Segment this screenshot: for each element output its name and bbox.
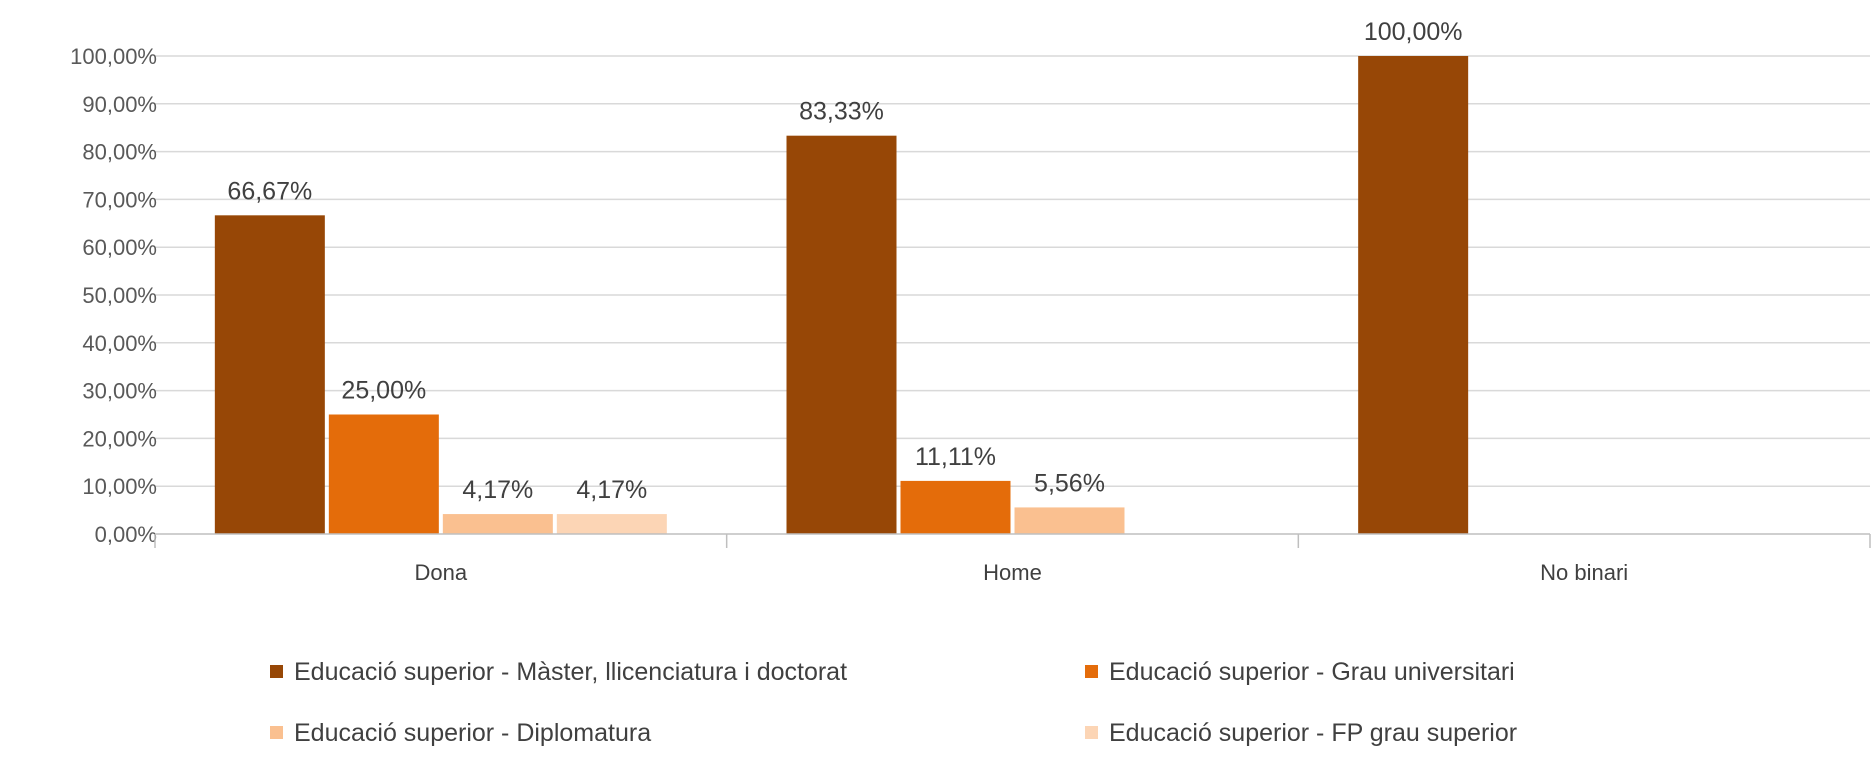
data-label: 4,17% bbox=[462, 476, 533, 504]
x-category-label: Home bbox=[983, 560, 1042, 585]
data-label: 100,00% bbox=[1364, 18, 1463, 46]
legend-label: Educació superior - Grau universitari bbox=[1109, 658, 1515, 686]
legend: Educació superior - Màster, llicenciatur… bbox=[270, 658, 1517, 747]
bar bbox=[1014, 507, 1125, 534]
legend-swatch bbox=[1085, 726, 1098, 739]
data-label: 66,67% bbox=[227, 177, 312, 205]
bar bbox=[556, 514, 667, 534]
data-label: 11,11% bbox=[915, 443, 996, 471]
data-label: 25,00% bbox=[341, 377, 426, 405]
bar bbox=[1358, 56, 1469, 534]
data-label: 5,56% bbox=[1034, 469, 1105, 497]
bar bbox=[786, 135, 897, 534]
bar bbox=[900, 480, 1011, 534]
legend-label: Educació superior - FP grau superior bbox=[1109, 719, 1517, 747]
legend-label: Educació superior - Diplomatura bbox=[294, 719, 651, 747]
y-tick-label: 20,00% bbox=[82, 426, 157, 451]
y-tick-label: 90,00% bbox=[82, 92, 157, 117]
y-tick-label: 10,00% bbox=[82, 474, 157, 499]
legend-swatch bbox=[270, 665, 283, 678]
y-tick-label: 60,00% bbox=[82, 235, 157, 260]
y-tick-label: 100,00% bbox=[70, 44, 157, 69]
bar bbox=[328, 414, 439, 534]
bar bbox=[442, 514, 553, 534]
bars bbox=[214, 56, 1469, 535]
y-axis-ticks: 0,00% 10,00% 20,00% 30,00% 40,00% 50,00% 60,00… bbox=[70, 44, 157, 547]
x-category-label: No binari bbox=[1540, 560, 1628, 585]
x-axis: Dona Home No binari bbox=[154, 533, 1871, 585]
data-label: 83,33% bbox=[799, 98, 884, 126]
x-category-label: Dona bbox=[415, 560, 468, 585]
y-tick-label: 0,00% bbox=[95, 522, 157, 547]
y-tick-label: 50,00% bbox=[82, 283, 157, 308]
data-labels: 66,67% 25,00% 4,17% 4,17% 83,33% 11,11% 5,56% 1… bbox=[227, 18, 1462, 504]
y-tick-label: 70,00% bbox=[82, 187, 157, 212]
bar bbox=[214, 215, 325, 535]
y-tick-label: 30,00% bbox=[82, 379, 157, 404]
legend-label: Educació superior - Màster, llicenciatur… bbox=[294, 658, 847, 686]
data-label: 4,17% bbox=[576, 476, 647, 504]
legend-swatch bbox=[270, 726, 283, 739]
y-tick-label: 40,00% bbox=[82, 331, 157, 356]
y-tick-label: 80,00% bbox=[82, 140, 157, 165]
legend-swatch bbox=[1085, 665, 1098, 678]
gridlines bbox=[155, 55, 1870, 487]
